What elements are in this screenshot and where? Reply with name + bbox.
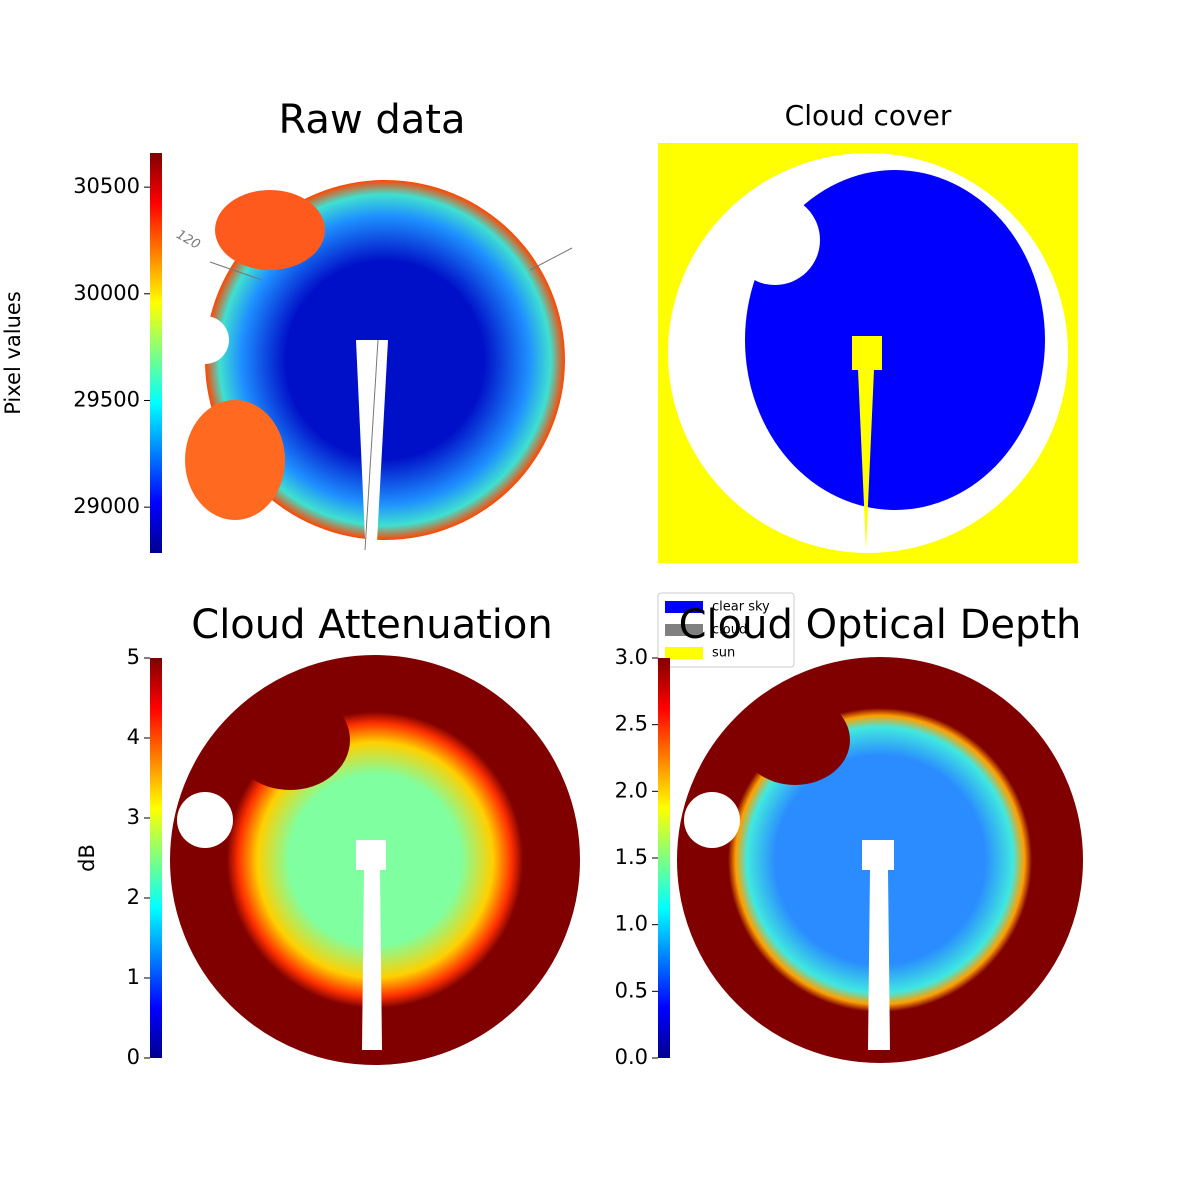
colorbar-tick-label: 1.0 [615, 912, 648, 936]
cloud-cover-image [658, 143, 1078, 563]
colorbar-tick-label: 2.0 [615, 778, 648, 802]
colorbar-tick-label: 1.5 [615, 845, 648, 869]
colorbar-tick-label: 3.0 [615, 645, 648, 669]
colorbar-label: Pixel values [1, 291, 25, 415]
colorbar-tick-label: 0.5 [615, 978, 648, 1002]
legend-swatch [665, 624, 703, 636]
colorbar-tick-label: 4 [127, 725, 140, 749]
angle-label: 120 [173, 227, 202, 252]
colorbar-tick-label: 30500 [73, 174, 140, 198]
attenuation-image [170, 655, 580, 1065]
colorbar [150, 658, 162, 1058]
colorbar-tick-label: 0 [127, 1045, 140, 1069]
colorbar-tick-label: 5 [127, 645, 140, 669]
panel-title: Cloud Attenuation [191, 602, 552, 648]
colorbar [658, 658, 670, 1058]
colorbar-tick-label: 2 [127, 885, 140, 909]
legend-swatch [665, 647, 703, 659]
colorbar-tick-label: 3 [127, 805, 140, 829]
raw-image [181, 180, 573, 560]
colorbar [150, 153, 162, 553]
panel-title: Raw data [279, 97, 466, 143]
colorbar-tick-label: 29000 [73, 494, 140, 518]
colorbar-tick-label: 2.5 [615, 712, 648, 736]
colorbar-label: dB [75, 844, 99, 872]
legend-label: sun [712, 646, 735, 661]
colorbar-tick-label: 30000 [73, 281, 140, 305]
colorbar-tick-label: 0.0 [615, 1045, 648, 1069]
colorbar-tick-label: 29500 [73, 387, 140, 411]
legend-label: cloud [712, 623, 747, 638]
panel-title: Cloud Optical Depth [679, 602, 1082, 648]
legend-swatch [665, 601, 703, 613]
legend-label: clear sky [712, 600, 770, 615]
colorbar-tick-label: 1 [127, 965, 140, 989]
optical-depth-image [677, 657, 1083, 1063]
panel-title: Cloud cover [785, 99, 952, 132]
